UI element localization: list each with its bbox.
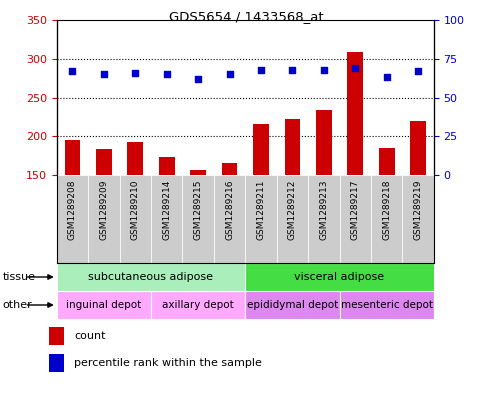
FancyBboxPatch shape [182,175,214,263]
Point [288,66,296,73]
Bar [49,327,64,345]
FancyBboxPatch shape [277,175,308,263]
Text: subcutaneous adipose: subcutaneous adipose [88,272,213,282]
Text: GSM1289215: GSM1289215 [194,179,203,240]
Text: GSM1289208: GSM1289208 [68,179,77,240]
Text: GSM1289214: GSM1289214 [162,179,171,240]
Text: GSM1289219: GSM1289219 [414,179,423,240]
Point [194,76,202,82]
FancyBboxPatch shape [214,175,245,263]
Text: mesenteric depot: mesenteric depot [341,300,433,310]
Text: percentile rank within the sample: percentile rank within the sample [74,358,262,368]
Point [69,68,76,74]
Point [320,66,328,73]
Point [226,71,234,77]
Bar [316,110,332,175]
Text: axillary depot: axillary depot [162,300,234,310]
FancyBboxPatch shape [88,175,119,263]
FancyBboxPatch shape [340,291,434,319]
Point [131,70,139,76]
Bar [159,157,175,175]
Text: GSM1289218: GSM1289218 [382,179,391,240]
Bar [379,148,394,175]
FancyBboxPatch shape [245,291,340,319]
FancyBboxPatch shape [57,291,151,319]
Text: other: other [2,300,32,310]
Text: GSM1289216: GSM1289216 [225,179,234,240]
FancyBboxPatch shape [371,175,402,263]
Text: epididymal depot: epididymal depot [247,300,338,310]
FancyBboxPatch shape [57,263,245,291]
Point [383,74,390,81]
Text: GSM1289212: GSM1289212 [288,179,297,240]
Text: GSM1289209: GSM1289209 [99,179,108,240]
Bar [190,169,206,175]
Bar [253,124,269,175]
Text: GSM1289213: GSM1289213 [319,179,328,240]
FancyBboxPatch shape [340,175,371,263]
Bar [348,52,363,175]
Text: tissue: tissue [2,272,35,282]
FancyBboxPatch shape [119,175,151,263]
FancyBboxPatch shape [151,291,245,319]
FancyBboxPatch shape [57,175,88,263]
Text: visceral adipose: visceral adipose [294,272,385,282]
Text: GDS5654 / 1433568_at: GDS5654 / 1433568_at [169,10,324,23]
Text: inguinal depot: inguinal depot [66,300,141,310]
Text: GSM1289210: GSM1289210 [131,179,140,240]
Bar [222,163,238,175]
Text: GSM1289211: GSM1289211 [256,179,266,240]
Bar [96,149,112,175]
Point [257,66,265,73]
Point [100,71,108,77]
Text: count: count [74,331,106,341]
FancyBboxPatch shape [308,175,340,263]
Bar [284,119,300,175]
Point [414,68,422,74]
Bar [410,121,426,175]
FancyBboxPatch shape [245,175,277,263]
FancyBboxPatch shape [151,175,182,263]
Bar [127,141,143,175]
FancyBboxPatch shape [402,175,434,263]
FancyBboxPatch shape [245,263,434,291]
Point [352,65,359,71]
Bar [49,354,64,373]
Text: GSM1289217: GSM1289217 [351,179,360,240]
Point [163,71,171,77]
Bar [65,140,80,175]
